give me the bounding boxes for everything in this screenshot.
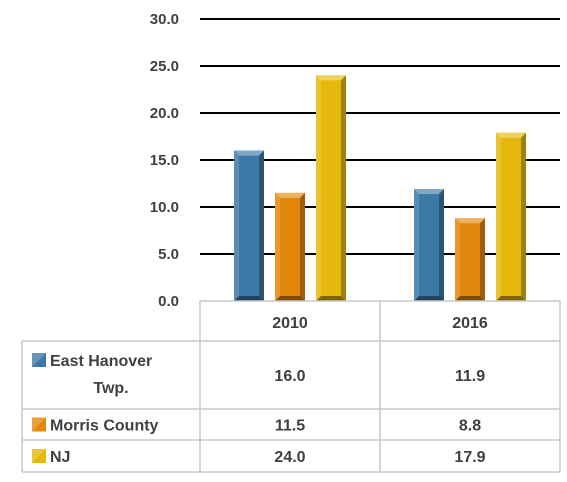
bar-bevel-top xyxy=(275,192,305,198)
bar-bevel-left xyxy=(455,218,460,301)
bar xyxy=(316,75,346,302)
legend-key-highlight xyxy=(32,353,46,367)
data-label: 17.9 xyxy=(454,449,485,466)
bar-bevel-top xyxy=(234,150,264,156)
legend-label: NJ xyxy=(50,449,70,466)
bar-bevel-left xyxy=(414,189,419,301)
bar xyxy=(234,150,264,301)
data-label: 8.8 xyxy=(459,418,481,435)
y-tick-label: 10.0 xyxy=(150,199,179,216)
bar-bevel-left xyxy=(496,132,501,301)
bar-bevel-top xyxy=(496,132,526,138)
bar-bevel-top xyxy=(316,75,346,81)
y-tick-label: 0.0 xyxy=(158,293,179,310)
y-axis-ticks: 0.0 5.0 10.0 15.0 20.0 25.0 30.0 xyxy=(150,11,179,310)
bar-bevel-left xyxy=(234,150,239,301)
bar-bevel-top xyxy=(455,218,485,224)
bar-bevel-right xyxy=(521,132,526,301)
bar xyxy=(414,189,444,301)
y-tick-label: 25.0 xyxy=(150,58,179,75)
data-label: 11.9 xyxy=(455,368,485,385)
bar-bevel-right xyxy=(259,150,264,301)
bar-bevel-right xyxy=(439,189,444,301)
category-label: 2010 xyxy=(272,315,308,332)
legend-label: East Hanover xyxy=(50,353,152,370)
category-label: 2016 xyxy=(452,315,488,332)
legend-key-highlight xyxy=(32,449,46,463)
data-label: 16.0 xyxy=(274,368,305,385)
bar-bevel-bottom xyxy=(496,296,526,301)
bar-bevel-bottom xyxy=(234,296,264,301)
legend-label: Morris County xyxy=(50,418,159,435)
bar-bevel-left xyxy=(275,192,280,301)
bar-bevel-bottom xyxy=(316,296,346,301)
bar xyxy=(275,192,305,301)
legend-label: Twp. xyxy=(93,380,128,397)
bar-bevel-bottom xyxy=(455,296,485,301)
bar-bevel-bottom xyxy=(275,296,305,301)
bar-bevel-bottom xyxy=(414,296,444,301)
bars xyxy=(234,75,526,302)
bar-bevel-top xyxy=(414,189,444,195)
bar-bevel-right xyxy=(480,218,485,301)
y-tick-label: 15.0 xyxy=(150,152,179,169)
y-tick-label: 30.0 xyxy=(150,11,179,28)
bar-bevel-left xyxy=(316,75,321,302)
y-tick-label: 20.0 xyxy=(150,105,179,122)
bar xyxy=(496,132,526,301)
data-table: 2010 2016 East Hanover Twp. 16.0 11.9 Morris C… xyxy=(21,300,561,473)
data-label: 24.0 xyxy=(274,449,305,466)
bar xyxy=(455,218,485,301)
bar-bevel-right xyxy=(300,192,305,301)
legend-key-highlight xyxy=(32,417,46,432)
data-label: 11.5 xyxy=(275,418,305,435)
bar-bevel-right xyxy=(341,75,346,302)
y-tick-label: 5.0 xyxy=(158,246,179,263)
